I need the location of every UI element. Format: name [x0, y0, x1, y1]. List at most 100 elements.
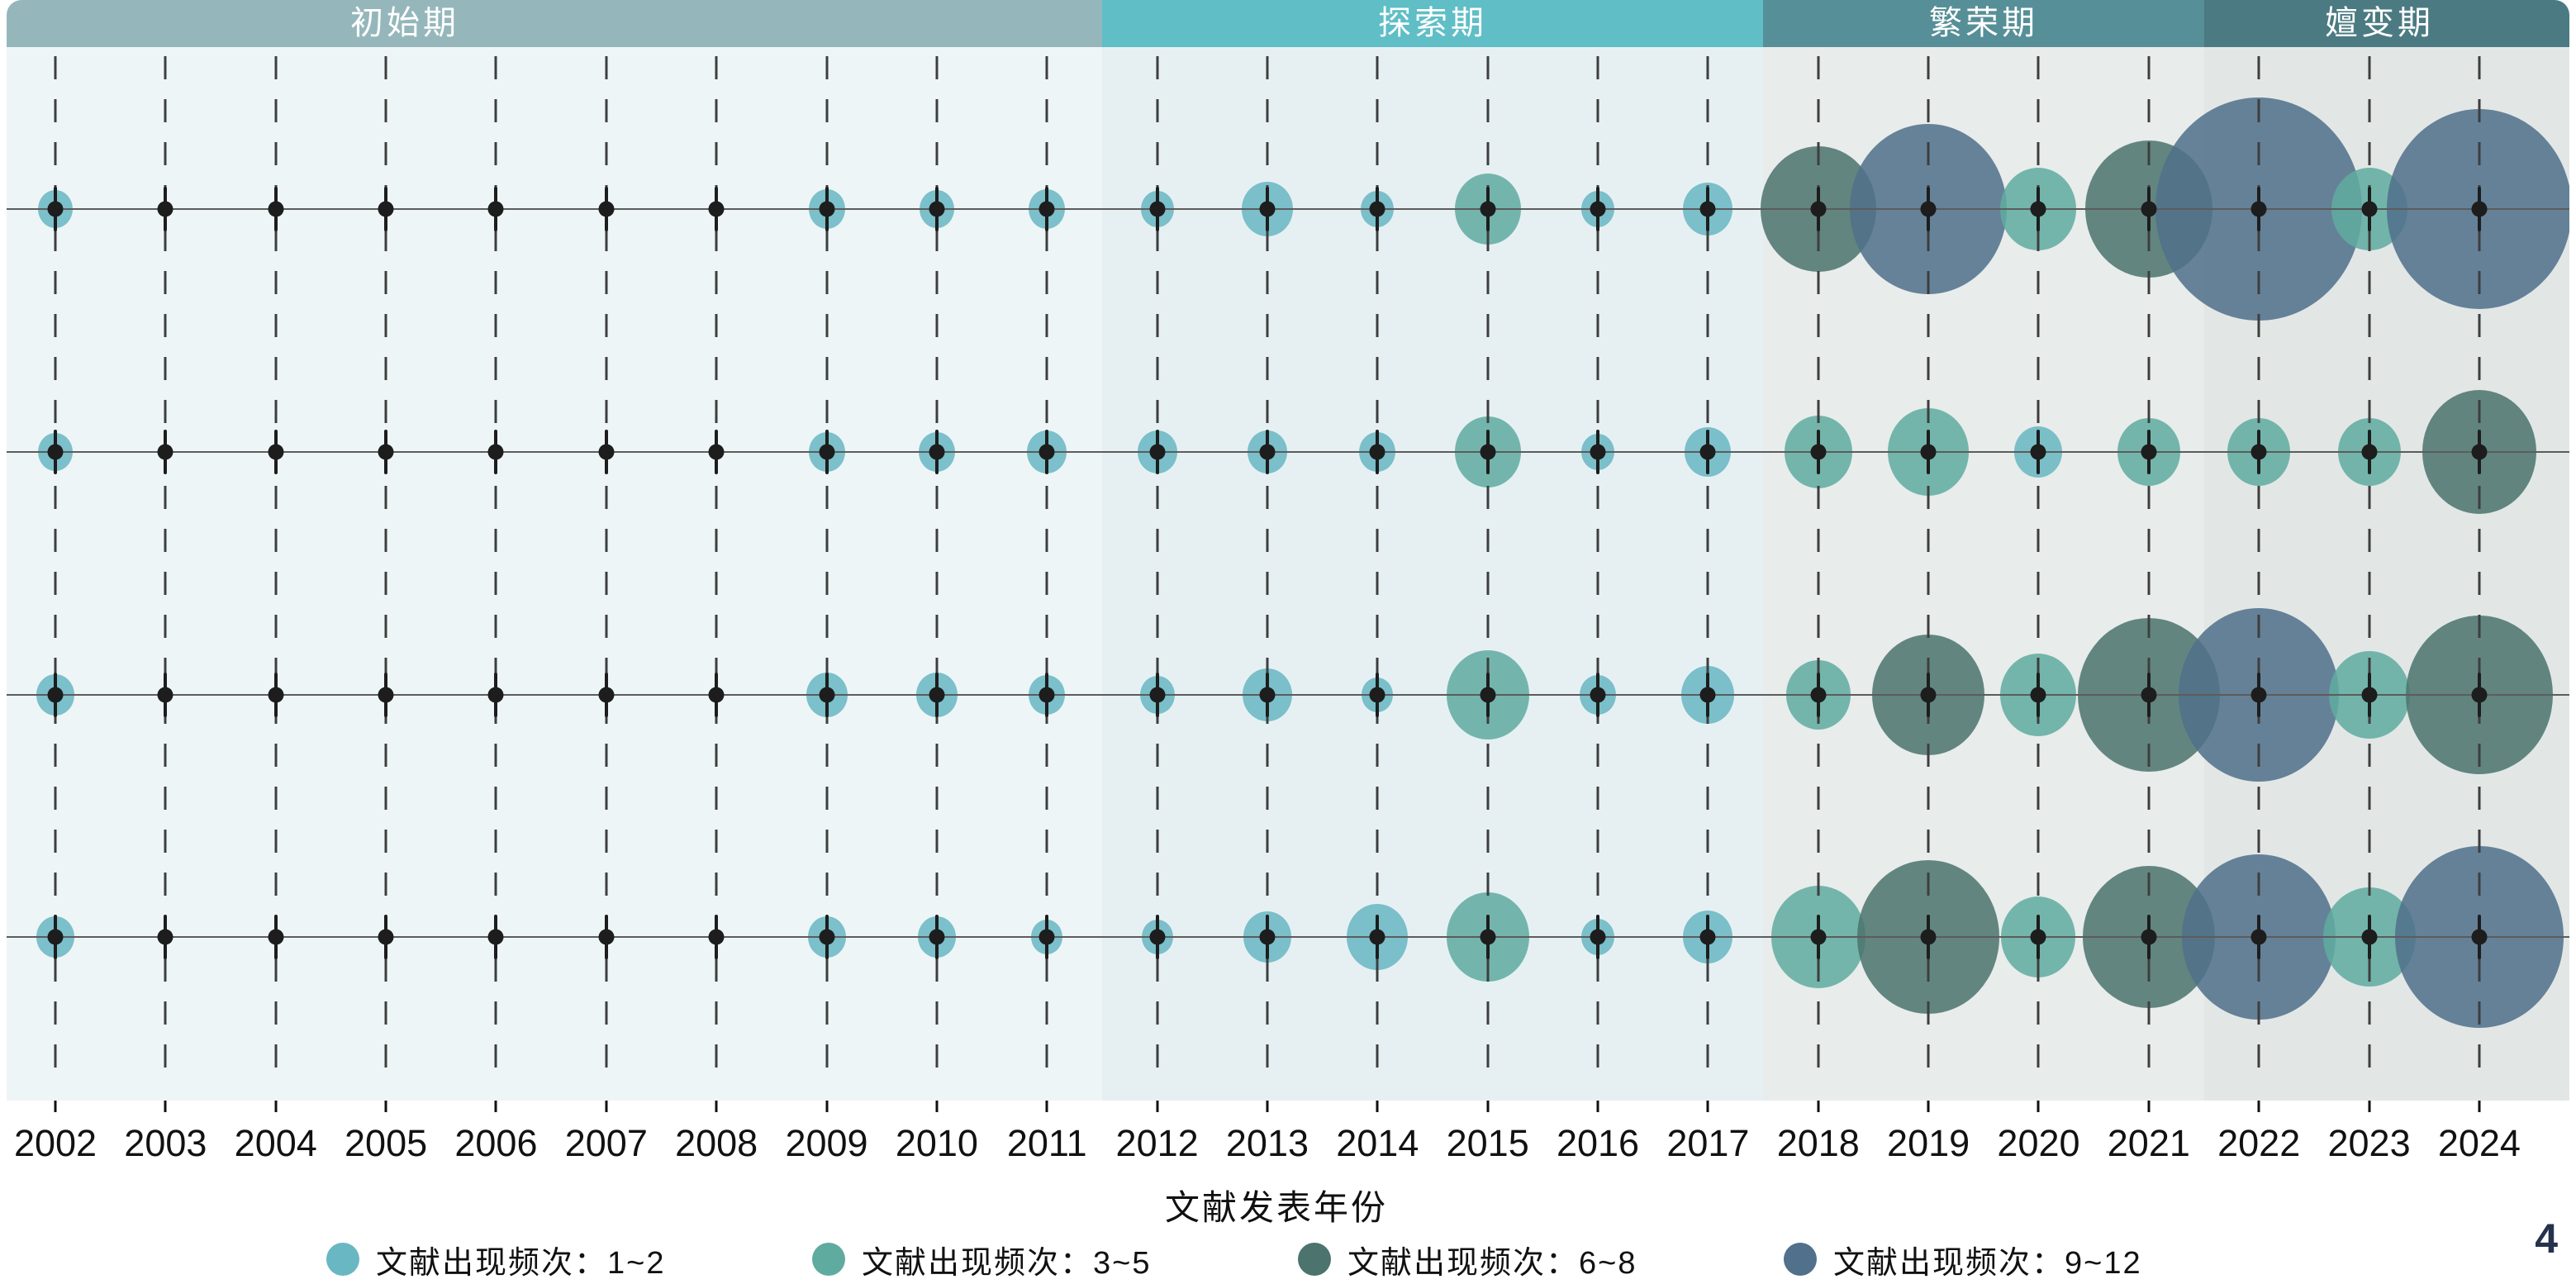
- x-tick-2023: [2368, 1101, 2371, 1112]
- year-label-2023: 2023: [2327, 1122, 2411, 1164]
- year-label-2011: 2011: [1006, 1122, 1087, 1164]
- intersection-marker-2018-row4: [1810, 915, 1827, 959]
- legend-label: 文献出现频次：1~2: [376, 1245, 666, 1281]
- intersection-marker-2013-row2: [1259, 430, 1276, 474]
- x-axis-title: 文献发表年份: [1164, 1188, 1389, 1227]
- intersection-marker-2015-row4: [1480, 915, 1496, 959]
- intersection-marker-2003-row4: [157, 915, 173, 959]
- intersection-marker-2006-row2: [487, 430, 504, 474]
- intersection-marker-2016-row4: [1590, 915, 1606, 959]
- frequency-legend: 文献出现频次：1~2 文献出现频次：3~5 文献出现频次：6~8 文献出现频次：9~1…: [0, 1236, 2576, 1282]
- year-label-2012: 2012: [1115, 1122, 1199, 1164]
- bubble-timeline-chart: 初始期 探索期 繁荣期 嬗变期: [7, 0, 2569, 1101]
- year-gridline-2002: [54, 56, 57, 1086]
- intersection-marker-2005-row4: [378, 915, 394, 959]
- row-line-3: [7, 694, 2569, 696]
- intersection-marker-2013-row1: [1259, 187, 1276, 231]
- page-number: 4: [2535, 1215, 2558, 1262]
- intersection-marker-2023-row2: [2361, 430, 2378, 474]
- intersection-marker-2020-row2: [2030, 430, 2046, 474]
- intersection-marker-2002-row1: [47, 187, 64, 231]
- intersection-marker-2023-row1: [2361, 187, 2378, 231]
- year-gridline-2023: [2368, 56, 2371, 1086]
- intersection-marker-2006-row4: [487, 915, 504, 959]
- year-label-2003: 2003: [124, 1122, 207, 1164]
- year-gridline-2013: [1266, 56, 1269, 1086]
- intersection-marker-2011-row1: [1038, 187, 1055, 231]
- intersection-marker-2021-row3: [2141, 673, 2157, 717]
- intersection-marker-2021-row1: [2141, 187, 2157, 231]
- intersection-marker-2005-row3: [378, 673, 394, 717]
- row-line-4: [7, 936, 2569, 938]
- phase-background-1: [7, 47, 1102, 1101]
- intersection-marker-2017-row2: [1699, 430, 1716, 474]
- x-tick-2016: [1596, 1101, 1599, 1112]
- legend-label: 文献出现频次：6~8: [1347, 1245, 1637, 1281]
- x-tick-2018: [1817, 1101, 1820, 1112]
- year-label-2014: 2014: [1336, 1122, 1419, 1164]
- intersection-marker-2014-row3: [1369, 673, 1385, 717]
- year-gridline-2024: [2478, 56, 2481, 1086]
- year-label-2017: 2017: [1666, 1122, 1750, 1164]
- year-label-2008: 2008: [675, 1122, 758, 1164]
- intersection-marker-2015-row1: [1480, 187, 1496, 231]
- x-tick-2010: [935, 1101, 939, 1112]
- year-gridline-2016: [1596, 56, 1599, 1086]
- intersection-marker-2017-row3: [1699, 673, 1716, 717]
- x-tick-2007: [605, 1101, 608, 1112]
- intersection-marker-2007-row2: [598, 430, 615, 474]
- intersection-marker-2008-row3: [708, 673, 725, 717]
- intersection-marker-2021-row2: [2141, 430, 2157, 474]
- intersection-marker-2014-row2: [1369, 430, 1385, 474]
- phase-header-4: [2203, 0, 2569, 47]
- x-tick-2022: [2257, 1101, 2260, 1112]
- year-gridline-2003: [164, 56, 167, 1086]
- x-tick-2015: [1486, 1101, 1490, 1112]
- intersection-marker-2003-row2: [157, 430, 173, 474]
- intersection-marker-2002-row4: [47, 915, 64, 959]
- intersection-marker-2013-row4: [1259, 915, 1276, 959]
- intersection-marker-2021-row4: [2141, 915, 2157, 959]
- intersection-marker-2007-row1: [598, 187, 615, 231]
- intersection-marker-2024-row2: [2471, 430, 2488, 474]
- intersection-marker-2002-row2: [47, 430, 64, 474]
- phase-label-2: 探索期: [1378, 5, 1487, 41]
- year-label-2022: 2022: [2217, 1122, 2301, 1164]
- year-gridline-2015: [1486, 56, 1490, 1086]
- intersection-marker-2005-row2: [378, 430, 394, 474]
- row-line-2: [7, 451, 2569, 453]
- x-tick-2003: [164, 1101, 167, 1112]
- year-gridline-2021: [2147, 56, 2151, 1086]
- intersection-marker-2020-row3: [2030, 673, 2046, 717]
- intersection-marker-2017-row4: [1699, 915, 1716, 959]
- intersection-marker-2004-row3: [268, 673, 284, 717]
- intersection-marker-2010-row2: [929, 430, 945, 474]
- x-tick-2011: [1045, 1101, 1048, 1112]
- x-tick-2014: [1376, 1101, 1379, 1112]
- year-gridline-2020: [2037, 56, 2040, 1086]
- intersection-marker-2004-row4: [268, 915, 284, 959]
- intersection-marker-2024-row1: [2471, 187, 2488, 231]
- intersection-marker-2022-row3: [2250, 673, 2267, 717]
- intersection-marker-2004-row2: [268, 430, 284, 474]
- year-label-2007: 2007: [564, 1122, 648, 1164]
- phase-label-1: 初始期: [350, 5, 459, 41]
- intersection-marker-2012-row3: [1149, 673, 1166, 717]
- x-tick-2002: [54, 1101, 57, 1112]
- legend-dot-icon: [1784, 1243, 1817, 1276]
- intersection-marker-2015-row3: [1480, 673, 1496, 717]
- legend-label: 文献出现频次：9~12: [1833, 1245, 2142, 1281]
- x-tick-2013: [1266, 1101, 1269, 1112]
- x-tick-2019: [1927, 1101, 1930, 1112]
- x-tick-2017: [1706, 1101, 1709, 1112]
- intersection-marker-2018-row3: [1810, 673, 1827, 717]
- intersection-marker-2012-row1: [1149, 187, 1166, 231]
- intersection-marker-2018-row1: [1810, 187, 1827, 231]
- year-gridline-2009: [825, 56, 829, 1086]
- year-label-2020: 2020: [1997, 1122, 2080, 1164]
- year-label-2021: 2021: [2107, 1122, 2190, 1164]
- legend-dot-icon: [812, 1243, 845, 1276]
- legend-item-1: 文献出现频次：1~2: [326, 1236, 665, 1282]
- year-gridline-2005: [384, 56, 387, 1086]
